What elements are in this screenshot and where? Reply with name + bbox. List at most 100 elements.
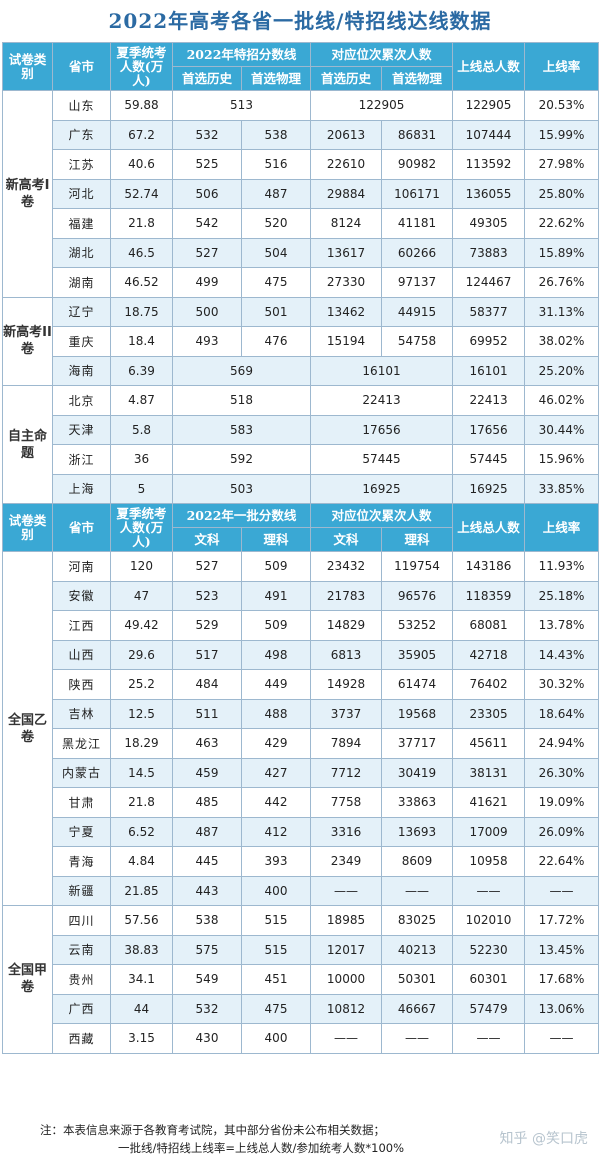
rank-cell: —— (310, 875, 383, 906)
total-cell: 16101 (452, 355, 526, 386)
province-cell: 重庆 (52, 326, 111, 357)
table-row: 贵州 34.1 549 451 10000 50301 60301 17.68% (3, 964, 600, 995)
total-cell: 113592 (452, 149, 526, 180)
score-cell: 506 (172, 178, 242, 209)
rank-cell: 14928 (310, 669, 383, 700)
total-cell: 38131 (452, 757, 526, 788)
header-row: 试卷类别 省市 夏季统考人数(万人) 2022年特招分数线 对应位次累次人数 上线总人数上… (2, 42, 600, 91)
score-cell: 487 (240, 178, 312, 209)
score-cell: 485 (172, 787, 242, 818)
table-row: 安徽 47 523 491 21783 96576 118359 25.18% (3, 580, 600, 611)
header-subrow: 首选历史 首选物理 首选历史 首选物理 (3, 66, 599, 91)
candidates-cell: 21.85 (110, 875, 173, 906)
total-cell: 58377 (452, 296, 526, 327)
candidates-cell: 120 (110, 551, 173, 582)
candidates-cell: 18.4 (110, 326, 173, 357)
candidates-cell: 49.42 (110, 610, 173, 641)
score-cell: 499 (172, 267, 242, 298)
rank-cell: 13462 (310, 296, 383, 327)
score-cell: 509 (240, 551, 312, 582)
province-cell: 广西 (52, 993, 111, 1024)
province-cell: 湖北 (52, 237, 111, 268)
rank-cell: 60266 (381, 237, 454, 268)
rank-cell: 33863 (381, 787, 454, 818)
rate-cell: 22.62% (524, 208, 600, 239)
table-row: 海南 6.39 569 16101 16101 25.20% (3, 355, 600, 386)
province-cell: 海南 (52, 355, 111, 386)
rate-cell: 11.93% (524, 551, 600, 582)
province-cell: 安徽 (52, 580, 111, 611)
total-cell: 16925 (452, 473, 526, 504)
candidates-cell: 57.56 (110, 905, 173, 936)
rank-cell: 22413 (310, 385, 454, 416)
header-candidates: 夏季统考人数(万人) (110, 42, 173, 91)
candidates-cell: 38.83 (110, 934, 173, 965)
rank-cell: 29884 (310, 178, 383, 209)
table-body: 试卷类别 省市 夏季统考人数(万人) 2022年特招分数线 对应位次累次人数 上线总人数上… (2, 42, 600, 1054)
header-paper-type: 试卷类别 (2, 503, 53, 552)
rank-cell: —— (381, 875, 454, 906)
score-cell: 529 (172, 610, 242, 641)
rank-cell: 122905 (310, 90, 454, 121)
rank-cell: 86831 (381, 119, 454, 150)
header-rank-group: 对应位次累次人数 (310, 42, 454, 67)
candidates-cell: 5.8 (110, 414, 173, 445)
header-rate: 上线率 (524, 503, 600, 552)
score-cell: 445 (172, 846, 242, 877)
rank-cell: 13617 (310, 237, 383, 268)
candidates-cell: 14.5 (110, 757, 173, 788)
table-row: 云南 38.83 575 515 12017 40213 52230 13.45% (3, 934, 600, 965)
table-row: 新高考I卷 山东 59.88 513 122905 122905 20.53% (2, 90, 600, 298)
score-cell: 549 (172, 964, 242, 995)
province-cell: 湖南 (52, 267, 111, 298)
score-cell: 527 (172, 237, 242, 268)
total-cell: 41621 (452, 787, 526, 818)
total-cell: 73883 (452, 237, 526, 268)
total-cell: 57479 (452, 993, 526, 1024)
header-score-sub: 文科 (172, 527, 242, 552)
rank-cell: 10812 (310, 993, 383, 1024)
rank-cell: 12017 (310, 934, 383, 965)
province-cell: 福建 (52, 208, 111, 239)
rate-cell: 17.68% (524, 964, 600, 995)
rank-cell: 3737 (310, 698, 383, 729)
score-cell: 493 (172, 326, 242, 357)
header-rank-sub: 首选物理 (381, 66, 454, 91)
rank-cell: 119754 (381, 551, 454, 582)
header-rate: 上线率 (524, 42, 600, 91)
province-cell: 辽宁 (52, 296, 111, 327)
candidates-cell: 3.15 (110, 1023, 173, 1054)
score-cell: 592 (171, 444, 312, 475)
score-cell: 501 (240, 296, 312, 327)
rank-cell: 35905 (381, 639, 454, 670)
group-label: 全国乙卷 (2, 551, 53, 906)
table-row: 山西 29.6 517 498 6813 35905 42718 14.43% (3, 639, 600, 670)
total-cell: 107444 (452, 119, 526, 150)
rank-cell: 97137 (381, 267, 454, 298)
score-cell: 515 (240, 934, 312, 965)
rate-cell: 20.53% (524, 90, 600, 121)
score-cell: 516 (240, 149, 312, 180)
rate-cell: 13.78% (524, 610, 600, 641)
score-cell: 476 (240, 326, 312, 357)
rate-cell: —— (524, 875, 600, 906)
table-row: 黑龙江 18.29 463 429 7894 37717 45611 24.94% (3, 728, 600, 759)
score-cell: 400 (240, 875, 312, 906)
admission-data-table: 试卷类别 省市 夏季统考人数(万人) 2022年特招分数线 对应位次累次人数 上线总人数上… (2, 42, 600, 1054)
candidates-cell: 47 (110, 580, 173, 611)
province-cell: 内蒙古 (52, 757, 111, 788)
header-row: 试卷类别 省市 夏季统考人数(万人) 2022年一批分数线 对应位次累次人数 上线总人数上… (2, 503, 600, 552)
total-cell: 49305 (452, 208, 526, 239)
province-cell: 西藏 (52, 1023, 111, 1054)
header-score-sub: 首选物理 (240, 66, 312, 91)
rank-cell: 96576 (381, 580, 454, 611)
score-cell: 427 (240, 757, 312, 788)
rank-cell: 7758 (310, 787, 383, 818)
rate-cell: 26.09% (524, 816, 600, 847)
score-cell: 509 (240, 610, 312, 641)
province-cell: 山东 (52, 90, 111, 121)
table-row: 新高考II卷 辽宁 18.75 500 501 13462 44915 58377 31.13% (2, 296, 600, 386)
rank-cell: 13693 (381, 816, 454, 847)
header-subrow: 文科 理科 文科 理科 (3, 527, 599, 552)
rank-cell: 57445 (310, 444, 454, 475)
